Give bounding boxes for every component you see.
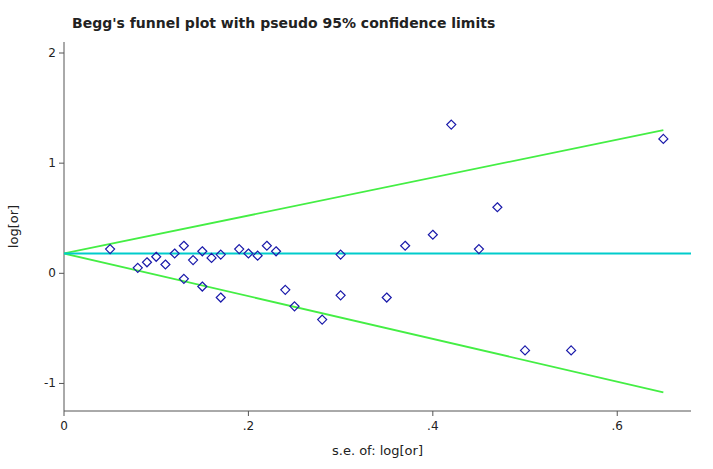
point [493, 203, 502, 212]
point [474, 245, 483, 254]
title: Begg's funnel plot with pseudo 95% confi… [72, 15, 495, 31]
point [216, 250, 225, 259]
y-tick-label: -1 [44, 376, 56, 390]
point [198, 282, 207, 291]
point [216, 293, 225, 302]
x-axis-label: s.e. of: log[or] [332, 443, 423, 458]
y-tick-label: 2 [48, 46, 56, 60]
point [179, 274, 188, 283]
y-tick [59, 273, 64, 274]
y-axis-line [64, 42, 65, 411]
x-tick [432, 411, 433, 416]
ci-line [64, 253, 663, 392]
point [318, 315, 327, 324]
x-axis-line [64, 411, 691, 412]
point [521, 346, 530, 355]
ci-line [64, 130, 663, 253]
point [253, 251, 262, 260]
x-tick-label: .2 [243, 419, 254, 433]
point [262, 241, 271, 250]
point [161, 260, 170, 269]
point [659, 134, 668, 143]
point [189, 256, 198, 265]
x-tick [64, 411, 65, 416]
x-tick [617, 411, 618, 416]
point [142, 258, 151, 267]
point [281, 285, 290, 294]
point [235, 245, 244, 254]
point [207, 253, 216, 262]
x-tick-label: .6 [612, 419, 623, 433]
point [336, 291, 345, 300]
point [567, 346, 576, 355]
point [401, 241, 410, 250]
y-tick [59, 383, 64, 384]
point [447, 120, 456, 129]
point [244, 249, 253, 258]
point [428, 230, 437, 239]
chart: 0 .2 .4 .6 -1 0 1 2 Begg's funnel plot with pseu… [0, 0, 713, 469]
x-tick-label: .4 [427, 419, 438, 433]
plot-area [64, 120, 691, 392]
x-tick-label: 0 [60, 419, 68, 433]
y-axis-label: log[or] [6, 205, 21, 248]
y-tick [59, 53, 64, 54]
point [179, 241, 188, 250]
point [336, 250, 345, 259]
point [272, 247, 281, 256]
point [198, 247, 207, 256]
x-tick [248, 411, 249, 416]
point [382, 293, 391, 302]
y-tick [59, 163, 64, 164]
point [133, 263, 142, 272]
point [106, 245, 115, 254]
y-tick-label: 1 [48, 156, 56, 170]
point [170, 249, 179, 258]
point [290, 302, 299, 311]
y-tick-label: 0 [48, 266, 56, 280]
point [152, 252, 161, 261]
